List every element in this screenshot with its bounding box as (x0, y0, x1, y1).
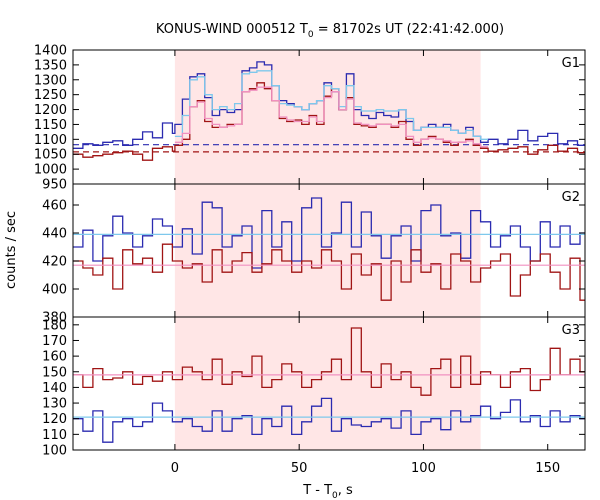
shaded-interval (174, 317, 481, 450)
x-axis-label-prefix: T - T (302, 483, 332, 498)
y-axis-label: counts / sec (4, 211, 19, 289)
y-tick-label: 150 (42, 365, 67, 380)
y-tick-label: 440 (42, 227, 67, 242)
y-tick-label: 1300 (34, 73, 67, 88)
panel-label: G2 (562, 190, 580, 205)
panel-g2: 380 400 420 440 460 G2 (42, 183, 586, 326)
x-axis-label-suffix: , s (338, 483, 353, 498)
y-tick-label: 420 (42, 255, 67, 270)
x-axis-label: T - T0, s (302, 483, 353, 500)
y-tick-label: 1050 (34, 148, 67, 163)
y-tick-label: 1350 (34, 58, 67, 73)
y-tick-label: 100 (42, 444, 67, 459)
series-blue (73, 61, 585, 149)
y-tick-label: 950 (42, 178, 67, 193)
y-tick-label: 110 (42, 428, 67, 443)
y-tick-label: 1000 (34, 163, 67, 178)
y-tick-label: 130 (42, 397, 67, 412)
series-blue (73, 397, 585, 443)
x-tick-label: 50 (291, 461, 308, 476)
y-tick-label: 170 (42, 334, 67, 349)
series-pink (174, 86, 489, 148)
y-tick-label: 140 (42, 381, 67, 396)
y-tick-label: 1150 (34, 118, 67, 133)
series-light_blue (174, 70, 489, 140)
x-axis-label-subscript: 0 (332, 491, 338, 500)
shaded-interval (174, 184, 481, 317)
x-tick-label: 100 (411, 461, 436, 476)
x-tick-label: 150 (535, 461, 560, 476)
shaded-interval (174, 50, 481, 184)
panel-label: G3 (562, 323, 580, 338)
chart-title-prefix: KONUS-WIND 000512 T (156, 22, 308, 37)
y-tick-label: 1200 (34, 103, 67, 118)
x-tick-label: 0 (171, 461, 179, 476)
y-tick-label: 120 (42, 412, 67, 427)
chart-title-suffix: = 81702s UT (22:41:42.000) (314, 22, 504, 37)
panel-frame (72, 316, 586, 451)
series-blue (73, 197, 585, 269)
chart-title-subscript: 0 (308, 30, 314, 40)
chart-title: KONUS-WIND 000512 T0 = 81702s UT (22:41:… (156, 22, 504, 40)
series-red (73, 243, 585, 301)
y-tick-label: 400 (42, 283, 67, 298)
y-tick-label: 460 (42, 199, 67, 214)
y-tick-label: 380 (42, 311, 67, 326)
panels-group: 950100010501100115012001250130013501400G… (34, 44, 586, 476)
y-tick-label: 180 (42, 318, 67, 333)
series-red (73, 327, 585, 396)
y-tick-label: 160 (42, 350, 67, 365)
panel-label: G1 (562, 56, 580, 71)
y-tick-label: 1250 (34, 88, 67, 103)
y-tick-label: 1100 (34, 133, 67, 148)
y-tick-label: 1400 (34, 44, 67, 59)
